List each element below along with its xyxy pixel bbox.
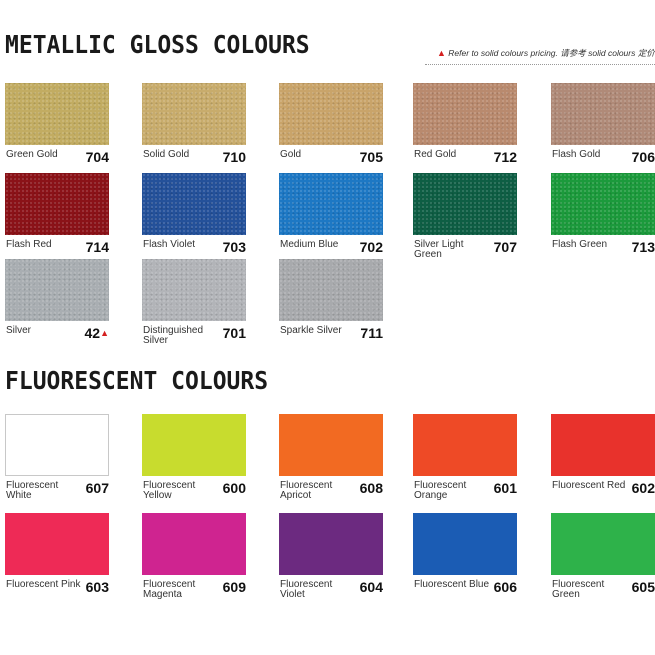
swatch-name: Fluorescent Magenta [143,579,196,600]
swatch-name: Fluorescent Red [552,480,626,491]
swatch-name: Sparkle Silver [280,325,342,336]
swatch-code: 714 [69,239,109,255]
swatch-code-number: 607 [85,480,109,496]
swatch-name: Fluorescent Green [552,579,605,600]
color-swatch [413,513,517,575]
swatch-name: Flash Gold [552,149,601,160]
swatch-code-number: 710 [222,149,246,165]
swatch-code: 705 [343,149,383,165]
color-swatch [142,83,246,145]
color-swatch [413,83,517,145]
color-swatch [279,259,383,321]
swatch-name: Fluorescent Yellow [143,480,196,501]
color-swatch [5,173,109,235]
swatch-name: Medium Blue [280,239,339,250]
swatch-code-number: 706 [631,149,655,165]
swatch-code: 703 [206,239,246,255]
swatch-code-number: 603 [85,579,109,595]
swatch-name: Fluorescent Orange [414,480,467,501]
warning-triangle-icon: ▲ [100,328,109,338]
swatch-name: Fluorescent Apricot [280,480,333,501]
swatch-code: 710 [206,149,246,165]
swatch-code: 711 [343,325,383,341]
swatch-code-number: 707 [493,239,517,255]
swatch-code: 608 [343,480,383,496]
fluorescent-section-title: FLUORESCENT COLOURS [5,366,269,395]
pricing-note: ▲ Refer to solid colours pricing. 请参考 so… [437,47,655,59]
divider [425,64,655,65]
swatch-code: 701 [206,325,246,341]
swatch-code: 702 [343,239,383,255]
swatch-name: Fluorescent Pink [6,579,81,590]
color-swatch [142,513,246,575]
swatch-code: 706 [615,149,655,165]
swatch-name: Silver Light Green [414,239,464,260]
swatch-code-number: 704 [85,149,109,165]
pricing-note-text: Refer to solid colours pricing. 请参考 soli… [448,48,655,58]
swatch-code-number: 608 [359,480,383,496]
swatch-code-number: 711 [360,325,383,341]
color-swatch [279,414,383,476]
warning-triangle-icon: ▲ [437,48,446,58]
swatch-code-number: 42 [84,325,101,341]
color-swatch [5,259,109,321]
color-swatch [142,173,246,235]
color-swatch [142,414,246,476]
swatch-code: 603 [69,579,109,595]
swatch-code-number: 605 [631,579,655,595]
swatch-code: 600 [206,480,246,496]
color-swatch [5,414,109,476]
swatch-code: 713 [615,239,655,255]
color-swatch [413,173,517,235]
swatch-code-number: 600 [222,480,246,496]
swatch-code-number: 609 [222,579,246,595]
metallic-section-title: METALLIC GLOSS COLOURS [5,30,310,59]
swatch-code-number: 606 [493,579,517,595]
swatch-name: Flash Green [552,239,608,250]
swatch-code: 707 [477,239,517,255]
color-swatch [551,414,655,476]
swatch-code: 604 [343,579,383,595]
color-swatch [142,259,246,321]
color-swatch [551,513,655,575]
swatch-code-number: 604 [359,579,383,595]
swatch-code: 712 [477,149,517,165]
swatch-name: Flash Red [6,239,52,250]
color-swatch [5,83,109,145]
color-swatch [413,414,517,476]
swatch-code: 704 [69,149,109,165]
color-swatch [279,513,383,575]
swatch-name: Silver [6,325,32,336]
swatch-name: Flash Violet [143,239,196,250]
swatch-name: Green Gold [6,149,58,160]
swatch-code-number: 712 [493,149,517,165]
swatch-name: Distinguished Silver [143,325,204,346]
color-swatch [279,173,383,235]
swatch-code: 605 [615,579,655,595]
swatch-code: 601 [477,480,517,496]
swatch-code-number: 714 [85,239,109,255]
swatch-code: 602 [615,480,655,496]
swatch-code-number: 702 [359,239,383,255]
swatch-code-number: 601 [493,480,517,496]
swatch-name: Gold [280,149,302,160]
color-swatch [279,83,383,145]
swatch-code-number: 703 [222,239,246,255]
swatch-code: 42▲ [69,325,110,341]
swatch-code: 609 [206,579,246,595]
swatch-code-number: 602 [631,480,655,496]
color-swatch [551,173,655,235]
swatch-name: Fluorescent White [6,480,59,501]
color-swatch [551,83,655,145]
swatch-code-number: 705 [359,149,383,165]
swatch-name: Fluorescent Blue [414,579,490,590]
swatch-name: Red Gold [414,149,457,160]
swatch-code-number: 713 [631,239,655,255]
swatch-name: Solid Gold [143,149,190,160]
swatch-name: Fluorescent Violet [280,579,333,600]
swatch-code: 607 [69,480,109,496]
swatch-code: 606 [477,579,517,595]
swatch-code-number: 701 [222,325,246,341]
color-swatch [5,513,109,575]
